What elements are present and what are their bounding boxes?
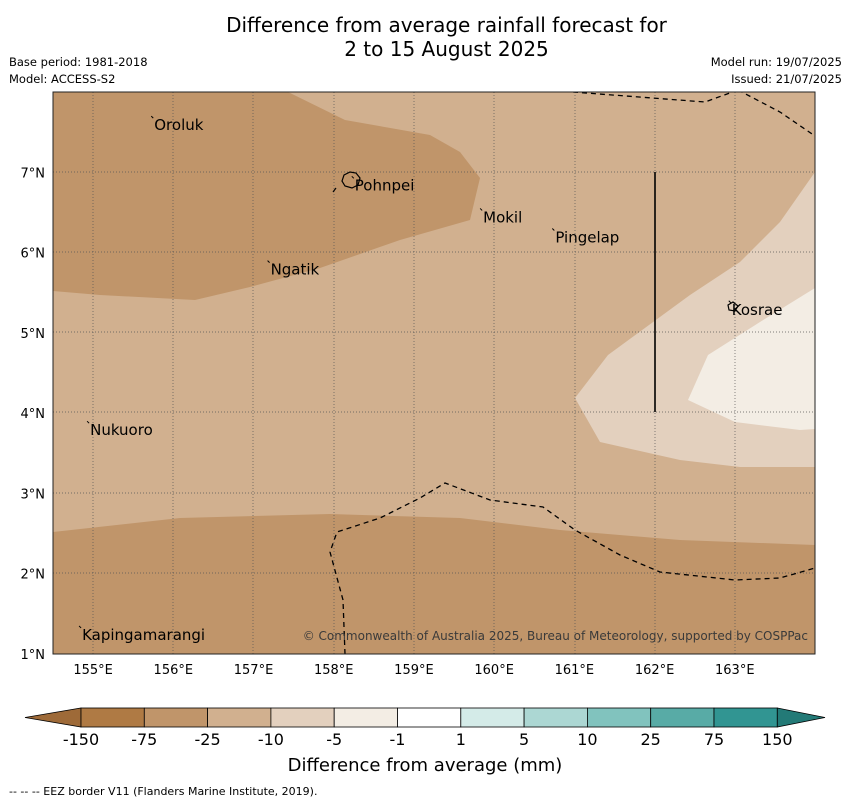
- place-marker-mokil: [479, 208, 483, 211]
- place-label-mokil: Mokil: [483, 208, 522, 226]
- place-marker-pohnpei: [351, 175, 355, 179]
- dry-region-north: [53, 92, 480, 300]
- issued-text: Issued: 21/07/2025: [731, 72, 842, 86]
- colorbar-swatch: [650, 707, 715, 728]
- colorbar-tick-label: -10: [257, 730, 284, 749]
- colorbar-tick-label: 150: [762, 730, 793, 749]
- header-right: Model run: 19/07/2025 Issued: 21/07/2025: [711, 54, 842, 88]
- place-label-pingelap: Pingelap: [555, 229, 619, 247]
- place-marker-pingelap: [551, 228, 555, 231]
- lat-tick-label: 6°N: [21, 247, 46, 262]
- place-label-pohnpei: Pohnpei: [355, 176, 415, 194]
- colorbar: [24, 707, 826, 728]
- pohnpei-outline: [341, 171, 361, 189]
- title-line-2: 2 to 15 August 2025: [344, 37, 549, 61]
- lon-tick-label: 161°E: [555, 663, 595, 678]
- colorbar-swatch: [713, 707, 778, 728]
- dry-region-south: [53, 514, 815, 654]
- forecast-map: Oroluk Pohnpei Mokil Pingelap Ngatik Kosrae Nu…: [21, 91, 816, 678]
- place-marker-kosrae: [728, 300, 732, 304]
- eez-footnote: -- -- -- EEZ border V11 (Flanders Marine…: [9, 785, 318, 798]
- colorbar-tick-label: -150: [62, 730, 100, 749]
- colorbar-swatch: [80, 707, 145, 728]
- pohnpei-reef-fragment: [332, 187, 337, 193]
- place-label-oroluk: Oroluk: [154, 116, 203, 134]
- lon-tick-label: 158°E: [314, 663, 354, 678]
- lat-tick-label: 5°N: [21, 327, 46, 342]
- latitude-tick-labels: 1°N 2°N 3°N 4°N 5°N 6°N 7°N: [21, 166, 46, 663]
- colorbar-tick-label: 10: [577, 730, 598, 749]
- eez-border-north: [572, 92, 735, 103]
- colorbar-tick-label: -5: [326, 730, 343, 749]
- colorbar-extend-high: [776, 707, 826, 728]
- lon-tick-label: 155°E: [73, 663, 113, 678]
- place-labels: Oroluk Pohnpei Mokil Pingelap Ngatik Kosrae Nu…: [78, 115, 783, 644]
- eez-border-northeast: [740, 92, 815, 137]
- place-marker-kapingamarangi: [78, 625, 82, 629]
- map-frame: [52, 91, 816, 655]
- place-label-nukuoro: Nukuoro: [90, 421, 153, 439]
- lat-tick-label: 7°N: [21, 166, 46, 181]
- colorbar-tick-label: 25: [640, 730, 661, 749]
- colorbar-swatch: [270, 707, 335, 728]
- colorbar-tick-label: -75: [131, 730, 158, 749]
- colorbar-swatch: [460, 707, 525, 728]
- place-label-kapingamarangi: Kapingamarangi: [82, 626, 205, 644]
- islands: [332, 171, 739, 312]
- colorbar-swatch: [333, 707, 398, 728]
- base-period-text: Base period: 1981-2018: [9, 55, 148, 69]
- map-area: Oroluk Pohnpei Mokil Pingelap Ngatik Kosrae Nu…: [53, 92, 815, 654]
- colorbar-swatch: [143, 707, 209, 728]
- colorbar-extend-low: [24, 707, 82, 728]
- header-left: Base period: 1981-2018 Model: ACCESS-S2: [9, 54, 148, 88]
- lon-tick-label: 163°E: [715, 663, 755, 678]
- lon-tick-label: 162°E: [635, 663, 675, 678]
- copyright-text: © Commonwealth of Australia 2025, Bureau…: [303, 629, 808, 643]
- colorbar-swatch: [397, 707, 462, 728]
- lat-tick-label: 1°N: [21, 648, 46, 663]
- lon-tick-label: 160°E: [474, 663, 514, 678]
- colorbar-tick-label: 5: [519, 730, 530, 749]
- place-marker-ngatik: [267, 260, 270, 263]
- colorbar-tick-label: 75: [703, 730, 725, 749]
- lon-tick-label: 157°E: [234, 663, 274, 678]
- colorbar-swatch: [207, 707, 272, 728]
- title-line-1: Difference from average rainfall forecas…: [226, 13, 667, 37]
- colorbar-swatch: [587, 707, 652, 728]
- place-marker-nukuoro: [86, 420, 90, 424]
- eez-border-south: [329, 482, 815, 654]
- lon-tick-label: 159°E: [394, 663, 434, 678]
- model-run-text: Model run: 19/07/2025: [710, 55, 842, 69]
- near-zero-region: [688, 288, 815, 430]
- colorbar-swatches: [24, 707, 826, 728]
- place-label-kosrae: Kosrae: [732, 301, 783, 319]
- place-label-ngatik: Ngatik: [271, 261, 320, 279]
- lat-tick-label: 2°N: [21, 568, 46, 583]
- kosrae-outline: [727, 301, 739, 312]
- colorbar-tick-label: 1: [455, 730, 466, 749]
- colorbar-swatch: [523, 707, 588, 728]
- lat-tick-label: 4°N: [21, 407, 46, 422]
- longitude-tick-labels: 155°E 156°E 157°E 158°E 159°E 160°E 161°E 162°E…: [73, 663, 754, 678]
- colorbar-tick-label: -25: [194, 730, 221, 749]
- chart-title: Difference from average rainfall forecas…: [0, 13, 850, 61]
- lon-tick-label: 156°E: [154, 663, 194, 678]
- colorbar-tick-label: -1: [389, 730, 406, 749]
- colorbar-label: Difference from average (mm): [287, 755, 563, 776]
- place-marker-oroluk: [150, 115, 154, 119]
- lat-tick-label: 3°N: [21, 487, 46, 502]
- eez-borders: [329, 92, 815, 654]
- model-text: Model: ACCESS-S2: [9, 72, 116, 86]
